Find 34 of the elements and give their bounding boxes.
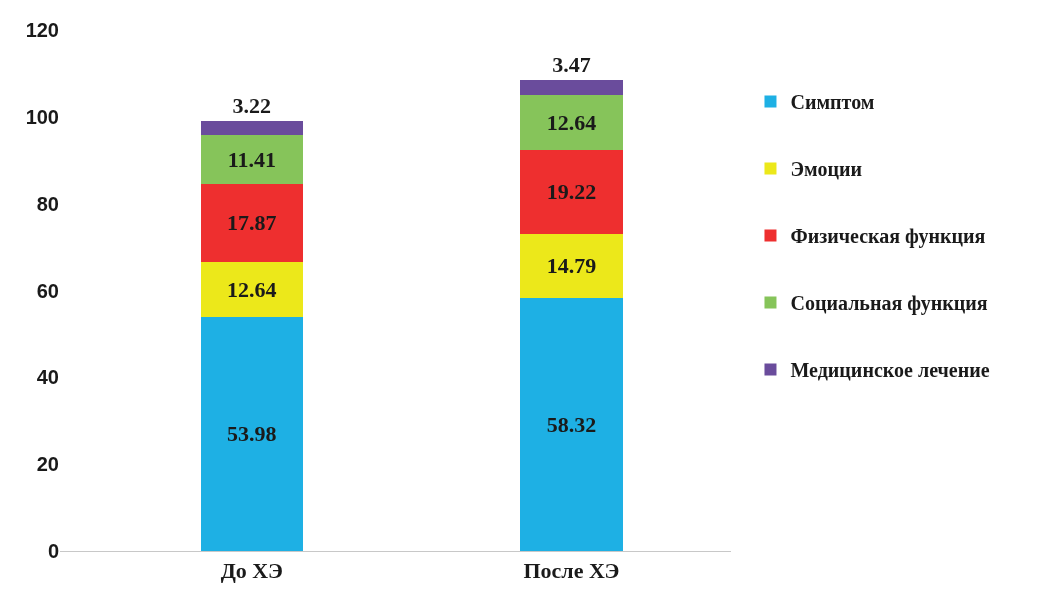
y-tick-label: 0 bbox=[47, 540, 59, 562]
data-label: 3.47 bbox=[552, 52, 591, 78]
data-label: 53.98 bbox=[227, 421, 277, 447]
x-tick-label: До ХЭ bbox=[220, 558, 283, 584]
data-label: 19.22 bbox=[546, 179, 597, 205]
data-label: 58.32 bbox=[546, 411, 597, 437]
legend-label: Эмоции bbox=[790, 158, 862, 181]
y-tick-label: 100 bbox=[25, 105, 59, 128]
bar bbox=[520, 297, 623, 551]
legend-label: Физическая функция bbox=[790, 225, 986, 249]
bar bbox=[520, 150, 623, 234]
bar bbox=[520, 233, 623, 298]
data-label: 12.64 bbox=[546, 110, 597, 136]
data-label: 17.87 bbox=[227, 210, 277, 236]
bar bbox=[200, 134, 303, 185]
bar bbox=[200, 120, 303, 135]
legend-label: Симптом bbox=[790, 91, 875, 114]
data-label: 14.79 bbox=[546, 253, 597, 279]
data-label: 3.22 bbox=[232, 92, 272, 118]
bar bbox=[200, 184, 303, 262]
bar bbox=[200, 316, 303, 551]
y-tick-label: 60 bbox=[36, 279, 59, 302]
bar bbox=[520, 80, 623, 96]
y-tick-label: 40 bbox=[36, 366, 59, 389]
legend-label: Медицинское лечение bbox=[790, 359, 990, 382]
data-label: 11.41 bbox=[227, 146, 276, 172]
y-tick-label: 20 bbox=[36, 453, 59, 476]
legend-label: Социальная функция bbox=[790, 292, 988, 316]
bar bbox=[520, 95, 623, 151]
y-tick-label: 120 bbox=[25, 19, 59, 41]
x-tick-label: После ХЭ bbox=[523, 558, 620, 584]
bar bbox=[200, 261, 303, 317]
y-tick-label: 80 bbox=[36, 192, 59, 215]
data-label: 12.64 bbox=[227, 276, 277, 302]
